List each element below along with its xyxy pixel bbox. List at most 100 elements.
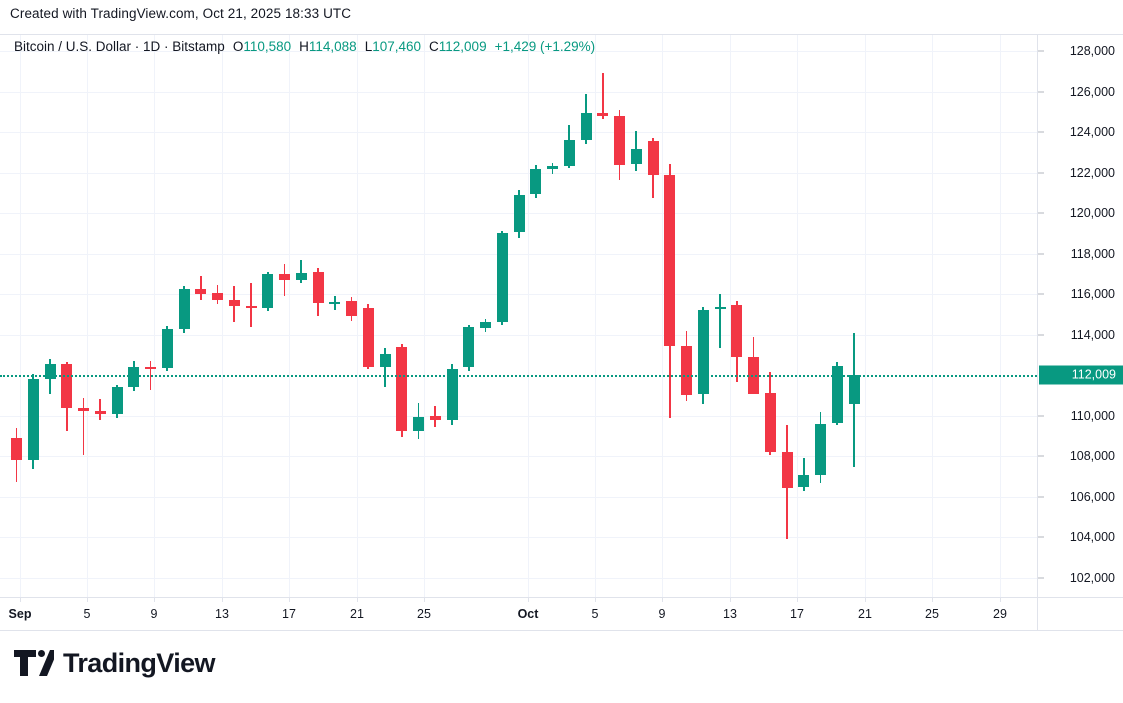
candle-body xyxy=(94,410,106,414)
candle-body xyxy=(413,416,424,431)
candle-body xyxy=(362,308,374,368)
price-tick-label: 122,000 xyxy=(1069,165,1115,180)
candle-wick xyxy=(283,263,286,297)
chart-legend[interactable]: Bitcoin / U.S. Dollar · 1D · Bitstamp O11… xyxy=(14,38,595,55)
horizontal-gridline xyxy=(0,294,1037,295)
price-tick-label: 128,000 xyxy=(1069,44,1115,59)
vertical-gridline xyxy=(797,35,798,597)
candle-body xyxy=(496,233,508,322)
horizontal-gridline xyxy=(0,335,1037,336)
time-axis[interactable]: Sep 5 9 13 17 21 25 Oct 5 9 13 17 21 25 29 xyxy=(0,597,1037,631)
candle-body xyxy=(714,307,726,310)
price-tick-mark xyxy=(1038,172,1044,174)
vertical-gridline xyxy=(20,35,21,597)
time-tick-label: 5 xyxy=(83,607,91,621)
tradingview-footer-logo: TradingView xyxy=(14,648,216,678)
vertical-gridline xyxy=(222,35,223,597)
price-tick-mark xyxy=(1038,253,1044,255)
candlestick-plot-area[interactable] xyxy=(0,34,1037,597)
candle-body xyxy=(580,112,592,141)
legend-change: +1,429 (+1.29%) xyxy=(494,39,596,54)
candle-wick xyxy=(250,283,252,327)
candle-body xyxy=(630,149,642,164)
time-tick-mark xyxy=(865,598,866,602)
candle-body xyxy=(798,475,810,487)
time-tick-label: 29 xyxy=(993,607,1007,621)
candle-body xyxy=(128,367,140,388)
candle-body xyxy=(446,369,458,420)
legend-open-letter: O xyxy=(232,39,244,54)
time-tick-label: Oct xyxy=(517,607,539,621)
candle-body xyxy=(295,272,307,281)
candle-body xyxy=(731,305,743,357)
legend-close-letter: C xyxy=(429,39,439,54)
candle-body xyxy=(145,367,156,370)
candle-body xyxy=(764,393,776,453)
horizontal-gridline xyxy=(0,578,1037,579)
candle-body xyxy=(563,140,575,166)
current-price-badge[interactable]: 112,009 xyxy=(1039,365,1123,385)
time-tick-label: 25 xyxy=(417,607,431,621)
candle-body xyxy=(111,387,123,414)
vertical-gridline xyxy=(357,35,358,597)
time-tick-mark xyxy=(87,598,88,602)
candle-wick xyxy=(384,347,386,388)
candle-body xyxy=(614,116,625,165)
candle-body xyxy=(530,168,542,194)
candle-body xyxy=(379,353,391,368)
price-tick-label: 116,000 xyxy=(1070,287,1115,302)
time-tick-mark xyxy=(797,598,798,602)
price-tick-label: 124,000 xyxy=(1069,125,1115,140)
time-tick-label: 25 xyxy=(925,607,939,621)
candle-body xyxy=(681,345,692,396)
current-price-line xyxy=(0,375,1037,378)
candle-body xyxy=(547,165,558,169)
price-tick-mark xyxy=(1038,334,1044,336)
price-tick-label: 126,000 xyxy=(1069,84,1115,99)
candle-body xyxy=(396,346,408,431)
time-tick-label: 21 xyxy=(350,607,364,621)
horizontal-gridline xyxy=(0,132,1037,133)
candle-body xyxy=(78,407,89,411)
price-tick-mark xyxy=(1038,293,1044,295)
horizontal-gridline xyxy=(0,254,1037,255)
price-axis[interactable]: 128,000 126,000 124,000 122,000 120,000 118,0… xyxy=(1037,34,1123,597)
candle-body xyxy=(44,364,56,380)
legend-low-value: 107,460 xyxy=(372,39,422,54)
candle-body xyxy=(463,326,475,368)
legend-open-value: 110,580 xyxy=(243,39,292,54)
candle-body xyxy=(781,452,793,488)
candle-body xyxy=(245,306,257,309)
time-tick-mark xyxy=(595,598,596,602)
horizontal-gridline xyxy=(0,92,1037,93)
price-tick-mark xyxy=(1038,455,1044,457)
time-tick-label: 13 xyxy=(215,607,229,621)
candle-body xyxy=(697,310,709,395)
time-tick-mark xyxy=(730,598,731,602)
vertical-gridline xyxy=(662,35,663,597)
candle-wick xyxy=(82,397,85,456)
candle-wick xyxy=(802,458,805,491)
candle-body xyxy=(279,273,290,281)
time-tick-mark xyxy=(424,598,425,602)
candle-body xyxy=(228,300,240,307)
candle-body xyxy=(178,289,190,329)
legend-low-letter: L xyxy=(364,39,373,54)
time-tick-label: 5 xyxy=(591,607,599,621)
time-tick-label: 17 xyxy=(282,607,296,621)
price-tick-label: 118,000 xyxy=(1070,246,1115,261)
price-tick-mark xyxy=(1038,131,1044,133)
time-tick-mark xyxy=(528,598,529,602)
price-tick-mark xyxy=(1038,577,1044,579)
candle-body xyxy=(212,293,223,301)
candle-body xyxy=(195,289,207,295)
candle-wick xyxy=(300,259,303,284)
candle-wick xyxy=(199,275,202,301)
time-tick-mark xyxy=(662,598,663,602)
candle-body xyxy=(329,302,341,305)
candle-body xyxy=(597,112,609,116)
legend-high-value: 114,088 xyxy=(308,39,357,54)
time-tick-mark xyxy=(1000,598,1001,602)
time-tick-label: 9 xyxy=(150,607,158,621)
legend-symbol: Bitcoin / U.S. Dollar · 1D · Bitstamp xyxy=(14,39,225,54)
